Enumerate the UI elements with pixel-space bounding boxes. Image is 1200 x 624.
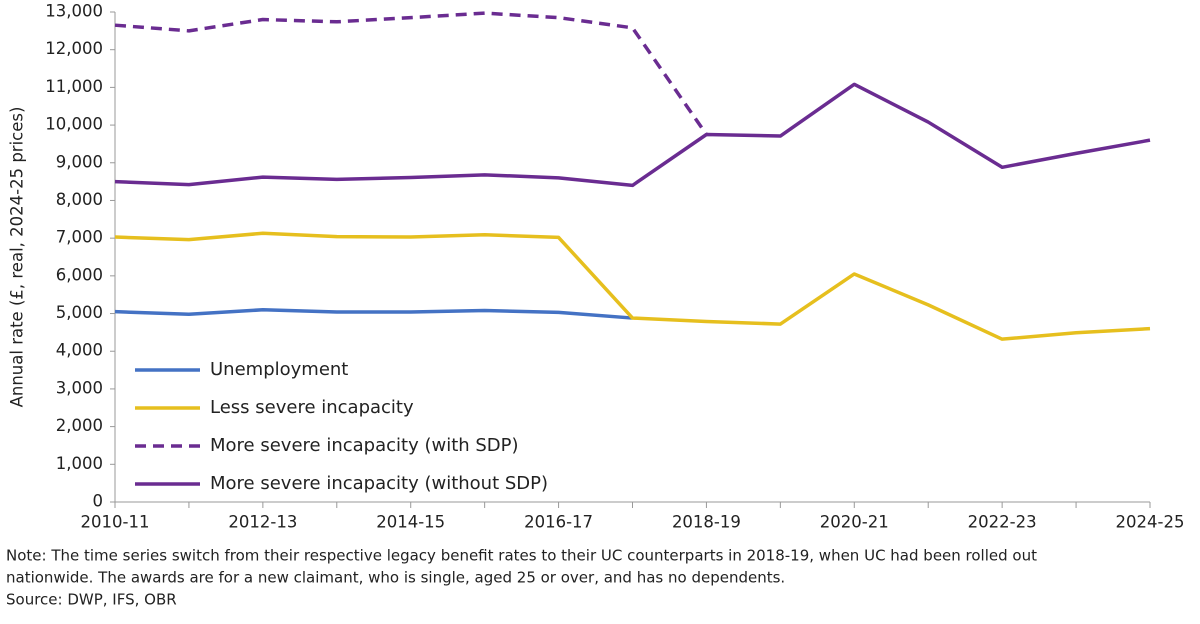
y-tick-label: 13,000 (45, 2, 103, 21)
y-tick-label: 0 (93, 492, 104, 511)
x-tick-label: 2014-15 (376, 513, 445, 532)
y-tick-label: 5,000 (56, 303, 103, 322)
x-tick-label: 2022-23 (968, 513, 1037, 532)
y-tick-label: 4,000 (56, 341, 103, 360)
y-tick-label: 3,000 (56, 378, 103, 397)
y-tick-label: 7,000 (56, 228, 103, 247)
legend-label: Less severe incapacity (210, 397, 414, 418)
note-line: Note: The time series switch from their … (6, 547, 1037, 565)
y-tick-label: 9,000 (56, 152, 103, 171)
legend-label: More severe incapacity (with SDP) (210, 435, 519, 456)
y-tick-label: 11,000 (45, 77, 103, 96)
x-tick-label: 2012-13 (228, 513, 297, 532)
y-tick-label: 6,000 (56, 265, 103, 284)
y-tick-label: 2,000 (56, 416, 103, 435)
y-tick-label: 12,000 (45, 39, 103, 58)
legend-label: Unemployment (210, 359, 348, 380)
source: Source: DWP, IFS, OBR (6, 591, 177, 609)
series-line (114, 308, 633, 320)
x-tick-label: 2018-19 (672, 513, 741, 532)
note-line: nationwide. The awards are for a new cla… (6, 569, 785, 587)
y-tick-label: 1,000 (56, 454, 103, 473)
series-line (114, 231, 1151, 341)
x-tick-label: 2024-25 (1116, 513, 1185, 532)
y-tick-label: 10,000 (45, 115, 103, 134)
y-axis-title: Annual rate (£, real, 2024-25 prices) (8, 107, 27, 408)
x-tick-label: 2016-17 (524, 513, 593, 532)
series-line (114, 11, 708, 136)
series-line (114, 82, 1151, 188)
x-tick-label: 2020-21 (820, 513, 889, 532)
x-tick-label: 2010-11 (81, 513, 150, 532)
legend-label: More severe incapacity (without SDP) (210, 473, 548, 494)
y-tick-label: 8,000 (56, 190, 103, 209)
